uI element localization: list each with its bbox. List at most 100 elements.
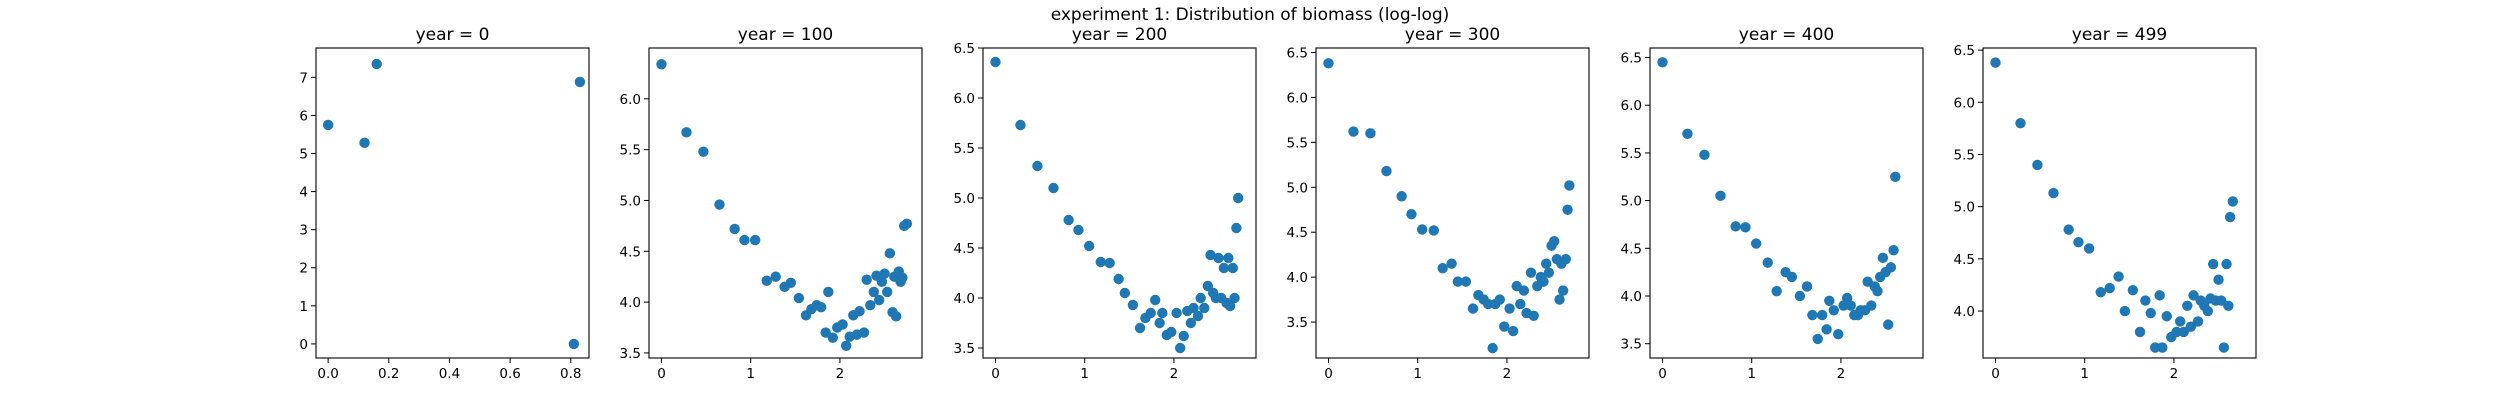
data-point <box>2161 311 2172 322</box>
data-point <box>1323 58 1334 69</box>
data-point <box>1467 303 1479 314</box>
y-tick-label: 0 <box>299 337 308 353</box>
data-point <box>1866 300 1877 311</box>
data-point <box>823 286 834 298</box>
data-point <box>1224 300 1236 312</box>
data-point <box>1786 271 1798 283</box>
data-point <box>1192 310 1204 322</box>
y-tick-label: 5.5 <box>954 141 975 157</box>
data-point <box>1145 307 1156 319</box>
data-point <box>2095 287 2106 298</box>
data-point <box>793 292 805 304</box>
data-point <box>1824 295 1835 306</box>
data-point <box>2227 196 2239 207</box>
y-tick-label: 4.5 <box>1621 241 1642 257</box>
data-point <box>2127 284 2139 296</box>
axes-frame <box>1982 47 2257 359</box>
data-point <box>897 272 908 283</box>
data-point <box>2223 300 2234 312</box>
y-tick-label: 3.5 <box>1621 337 1642 353</box>
data-point <box>1528 310 1539 321</box>
y-tick-label: 5.5 <box>1954 147 1975 163</box>
data-point <box>1073 224 1084 236</box>
data-point <box>1487 342 1498 354</box>
data-point <box>1821 324 1832 335</box>
data-point <box>1730 221 1741 232</box>
y-tick-label: 7 <box>299 70 308 86</box>
data-point <box>1499 321 1510 332</box>
data-point <box>1538 276 1549 287</box>
y-tick-label: 4.0 <box>1954 304 1975 320</box>
data-point <box>2178 326 2189 338</box>
data-point <box>1232 192 1244 204</box>
x-tick-label: 2 <box>1503 366 1512 382</box>
y-tick-label: 5.5 <box>1287 135 1308 151</box>
data-point <box>371 58 382 70</box>
data-point <box>1223 252 1234 264</box>
data-point <box>1990 57 2001 68</box>
data-point <box>2192 316 2204 327</box>
data-point <box>1828 305 1839 316</box>
data-point <box>1104 257 1115 269</box>
data-point <box>1083 240 1095 252</box>
panel-title: year = 100 <box>738 25 833 45</box>
data-point <box>1185 317 1197 329</box>
data-point <box>840 340 852 352</box>
data-point <box>858 327 870 338</box>
y-tick-label: 4.5 <box>1287 225 1308 241</box>
data-point <box>1740 222 1751 233</box>
y-tick-label: 3.5 <box>954 341 975 357</box>
y-tick-label: 4.5 <box>1954 252 1975 268</box>
data-point <box>1095 256 1106 268</box>
y-tick-label: 5.5 <box>620 143 641 159</box>
panel-title: year = 0 <box>416 25 490 45</box>
figure-title: experiment 1: Distribution of biomass (l… <box>1051 5 1450 25</box>
y-tick-label: 5.0 <box>1287 180 1308 196</box>
data-point <box>1213 252 1224 264</box>
data-point <box>1794 290 1806 302</box>
data-point <box>1515 298 1526 310</box>
data-point <box>656 59 667 70</box>
y-tick-label: 6.0 <box>1954 95 1975 111</box>
y-tick-label: 5 <box>299 146 308 162</box>
data-point <box>2140 295 2151 306</box>
y-tick-label: 4.0 <box>620 295 641 311</box>
x-tick-label: 1 <box>1413 366 1422 382</box>
data-point <box>884 248 896 259</box>
data-point <box>1157 307 1168 319</box>
data-point <box>1833 328 1844 340</box>
y-tick-label: 6 <box>299 108 308 124</box>
data-point <box>2113 271 2124 282</box>
data-point <box>2188 290 2199 301</box>
x-tick-label: 0.0 <box>317 366 338 382</box>
data-point <box>1877 252 1889 264</box>
x-tick-label: 2 <box>2170 366 2179 382</box>
data-point <box>2213 274 2224 285</box>
data-point <box>827 332 838 343</box>
data-point <box>2157 342 2168 353</box>
data-point <box>1540 258 1552 269</box>
data-point <box>322 119 334 131</box>
data-point <box>1549 235 1560 247</box>
y-tick-label: 6.5 <box>954 41 975 57</box>
y-tick-label: 2 <box>299 261 308 277</box>
data-point <box>1807 309 1818 321</box>
panel-1: year = 100 0 1 2 3.5 4.0 4.5 5.0 5.5 6.0 <box>620 25 923 382</box>
x-tick-label: 0.8 <box>560 366 581 382</box>
data-point <box>901 218 913 230</box>
data-point <box>865 299 876 311</box>
data-point <box>879 268 890 279</box>
data-point <box>868 286 880 298</box>
data-point <box>1381 165 1392 177</box>
data-point <box>1762 257 1773 268</box>
axes-frame <box>1649 47 1924 359</box>
y-tick-label: 4.0 <box>954 291 975 307</box>
data-point <box>681 127 692 138</box>
y-tick-label: 3 <box>299 223 308 239</box>
axes-frame <box>982 47 1257 359</box>
data-point <box>1771 286 1782 297</box>
x-tick-label: 0.2 <box>378 366 399 382</box>
data-point <box>876 276 888 287</box>
data-point <box>1063 214 1074 226</box>
